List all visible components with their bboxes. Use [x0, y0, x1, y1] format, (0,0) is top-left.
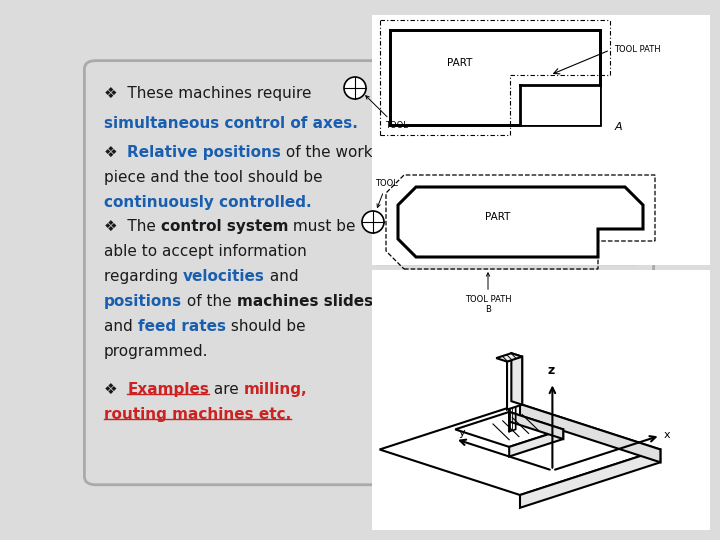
FancyBboxPatch shape	[377, 75, 637, 265]
Text: piece and the tool should be: piece and the tool should be	[104, 170, 323, 185]
Text: continuously controlled.: continuously controlled.	[104, 194, 312, 210]
Text: able to accept information: able to accept information	[104, 245, 307, 259]
Text: of the: of the	[182, 294, 237, 309]
Text: and: and	[104, 319, 138, 334]
Text: PART: PART	[485, 212, 510, 222]
Polygon shape	[379, 404, 660, 495]
Bar	[372, 140, 710, 265]
Text: TOOL: TOOL	[375, 179, 398, 207]
Text: must be: must be	[288, 219, 356, 234]
Bar	[520, 85, 600, 125]
Text: TOOL PATH
B: TOOL PATH B	[464, 273, 511, 314]
Text: ❖  These machines require: ❖ These machines require	[104, 86, 316, 102]
Polygon shape	[455, 412, 563, 447]
Circle shape	[362, 211, 384, 233]
Text: milling,: milling,	[244, 382, 307, 396]
Text: z: z	[547, 364, 554, 377]
Circle shape	[344, 77, 366, 99]
FancyBboxPatch shape	[84, 60, 654, 485]
Text: routing machines etc.: routing machines etc.	[104, 407, 291, 422]
Text: velocities: velocities	[183, 269, 265, 285]
Text: Relative positions: Relative positions	[127, 145, 282, 160]
Polygon shape	[520, 404, 660, 462]
Text: ❖: ❖	[104, 145, 127, 160]
Text: are: are	[210, 382, 244, 396]
Text: machines slides: machines slides	[237, 294, 373, 309]
Text: positions: positions	[104, 294, 182, 309]
Text: of the work: of the work	[282, 145, 373, 160]
Text: simultaneous control of axes.: simultaneous control of axes.	[104, 116, 358, 131]
Polygon shape	[509, 429, 563, 456]
FancyBboxPatch shape	[377, 273, 637, 472]
Polygon shape	[511, 353, 522, 404]
Text: regarding: regarding	[104, 269, 183, 285]
Text: and: and	[265, 269, 299, 285]
Polygon shape	[520, 449, 660, 508]
Text: A: A	[615, 122, 623, 132]
Text: should be: should be	[225, 319, 305, 334]
Bar	[390, 30, 600, 125]
Text: ❖  The: ❖ The	[104, 219, 161, 234]
Text: TOOL PATH: TOOL PATH	[614, 45, 661, 55]
Text: programmed.: programmed.	[104, 344, 209, 359]
Text: feed rates: feed rates	[138, 319, 225, 334]
Polygon shape	[496, 353, 522, 362]
Text: TOOL: TOOL	[366, 96, 408, 131]
Text: PART: PART	[447, 58, 473, 68]
Text: Examples: Examples	[127, 382, 210, 396]
Polygon shape	[509, 412, 563, 439]
PathPatch shape	[398, 187, 643, 257]
Polygon shape	[507, 357, 522, 410]
Text: x: x	[663, 430, 670, 441]
Text: ❖: ❖	[104, 382, 127, 396]
Bar	[372, 15, 710, 145]
Text: y: y	[458, 428, 465, 438]
Bar	[372, 270, 710, 530]
Text: control system: control system	[161, 219, 288, 234]
